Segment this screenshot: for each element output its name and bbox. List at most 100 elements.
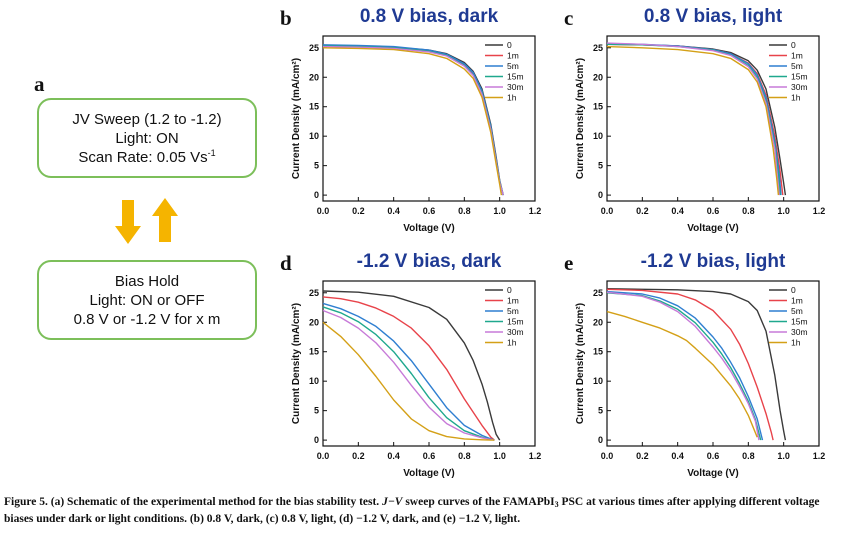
plot-frame: [322, 280, 536, 447]
bias-hold-line1: Bias Hold: [114, 272, 180, 290]
chart-title: 0.8 V bias, light: [644, 6, 783, 27]
y-tick-label: 0: [314, 190, 319, 200]
legend-label: 30m: [507, 82, 524, 92]
x-tick-label: 1.0: [493, 206, 506, 216]
caption-jv: J−V: [382, 496, 403, 508]
x-tick-label: 0.4: [387, 451, 400, 461]
x-tick-label: 0.2: [352, 206, 365, 216]
scan-rate-exponent: -1: [207, 147, 216, 158]
jv-sweep-line2: Light: ON: [115, 129, 179, 147]
series-line-5m: [322, 302, 495, 441]
y-tick-label: 25: [309, 288, 319, 298]
y-axis-label: Current Density (mA/cm²): [291, 58, 302, 179]
series-line-5m: [322, 44, 504, 196]
y-tick-label: 5: [598, 406, 603, 416]
up-arrow-icon: [152, 198, 178, 242]
jv-sweep-box: JV Sweep (1.2 to -1.2) Light: ON Scan Ra…: [37, 98, 257, 178]
legend-label: 15m: [507, 72, 524, 82]
x-tick-label: 0.2: [636, 451, 649, 461]
legend-label: 30m: [791, 82, 808, 92]
jv-sweep-line3: Scan Rate: 0.05 Vs-1: [78, 148, 215, 167]
series-line-0: [322, 44, 504, 196]
x-tick-label: 0.8: [742, 206, 755, 216]
caption-sub: 3: [554, 500, 559, 509]
x-tick-label: 0.8: [458, 206, 471, 216]
legend-label: 5m: [507, 306, 519, 316]
legend-label: 1h: [791, 93, 801, 103]
legend-label: 5m: [507, 61, 519, 71]
y-tick-label: 0: [598, 435, 603, 445]
chart-title: 0.8 V bias, dark: [360, 6, 499, 27]
series-line-0: [322, 290, 501, 441]
series-line-15m: [322, 45, 504, 196]
x-tick-label: 0.4: [671, 206, 684, 216]
x-tick-label: 0.0: [317, 451, 330, 461]
legend-label: 15m: [507, 317, 524, 327]
caption-tail: PSC at various times after applying diff…: [4, 496, 823, 525]
plot-frame: [322, 35, 536, 202]
panel-b-letter: b: [280, 6, 292, 30]
y-tick-label: 5: [314, 406, 319, 416]
y-axis-label: Current Density (mA/cm²): [291, 303, 302, 424]
legend-label: 1m: [791, 51, 803, 61]
y-tick-label: 20: [309, 317, 319, 327]
legend-label: 15m: [791, 72, 808, 82]
series-line-1h: [322, 321, 495, 441]
x-tick-label: 1.2: [813, 451, 826, 461]
panel-e-letter: e: [564, 251, 573, 275]
series-line-30m: [322, 309, 495, 441]
y-tick-label: 10: [309, 131, 319, 141]
figure-caption: Figure 5. (a) Schematic of the experimen…: [4, 494, 844, 528]
series-line-30m: [322, 45, 504, 196]
legend-label: 15m: [791, 317, 808, 327]
x-tick-label: 0.2: [352, 451, 365, 461]
x-tick-label: 0.6: [707, 206, 720, 216]
series-line-1h: [606, 310, 758, 438]
series-line-1m: [322, 44, 504, 196]
series-line-5m: [606, 43, 782, 196]
y-axis-label: Current Density (mA/cm²): [575, 303, 586, 424]
legend-label: 5m: [791, 306, 803, 316]
x-tick-label: 0.8: [742, 451, 755, 461]
x-tick-label: 1.2: [529, 206, 542, 216]
series-line-1m: [322, 296, 495, 441]
legend-label: 1h: [507, 93, 517, 103]
bias-hold-line2: Light: ON or OFF: [89, 291, 205, 309]
x-axis-label: Voltage (V): [687, 468, 738, 479]
y-tick-label: 25: [593, 288, 603, 298]
legend-label: 1m: [791, 296, 803, 306]
chart-title: -1.2 V bias, dark: [357, 251, 502, 272]
scan-rate-text: Scan Rate: 0.05 Vs: [78, 148, 208, 166]
chart-b: b 0.8 V bias, dark 0.0 0.2 0.4 0.6 0.8 1.0 1.2 0 5…: [280, 6, 542, 234]
plot-frame: [606, 280, 820, 447]
legend-label: 30m: [507, 327, 524, 337]
chart-c: c 0.8 V bias, light 0.0 0.2 0.4 0.6 0.8 1.0 1.2 0…: [564, 6, 825, 234]
legend-label: 1m: [507, 51, 519, 61]
bias-hold-box: Bias Hold Light: ON or OFF 0.8 V or -1.2…: [37, 260, 257, 340]
x-tick-label: 0.6: [423, 451, 436, 461]
panel-d-letter: d: [280, 251, 292, 275]
x-tick-label: 0.8: [458, 451, 471, 461]
series-line-30m: [606, 42, 780, 196]
legend-label: 0: [507, 285, 512, 295]
legend-label: 1h: [791, 338, 801, 348]
y-tick-label: 20: [593, 317, 603, 327]
series-line-30m: [606, 291, 760, 441]
down-arrow-icon: [115, 200, 141, 244]
legend-label: 5m: [791, 61, 803, 71]
bias-hold-line3: 0.8 V or -1.2 V for x m: [73, 310, 221, 328]
legend-label: 0: [791, 40, 796, 50]
x-axis-label: Voltage (V): [403, 223, 454, 234]
legend-label: 0: [791, 285, 796, 295]
x-tick-label: 0.4: [671, 451, 684, 461]
series-line-15m: [606, 292, 762, 441]
y-tick-label: 20: [309, 72, 319, 82]
legend-label: 1m: [507, 296, 519, 306]
y-tick-label: 20: [593, 72, 603, 82]
jv-sweep-line1: JV Sweep (1.2 to -1.2): [72, 110, 222, 128]
panel-c-letter: c: [564, 6, 573, 30]
y-tick-label: 15: [309, 347, 319, 357]
y-tick-label: 15: [593, 347, 603, 357]
chart-title: -1.2 V bias, light: [641, 251, 786, 272]
x-tick-label: 1.0: [777, 451, 790, 461]
